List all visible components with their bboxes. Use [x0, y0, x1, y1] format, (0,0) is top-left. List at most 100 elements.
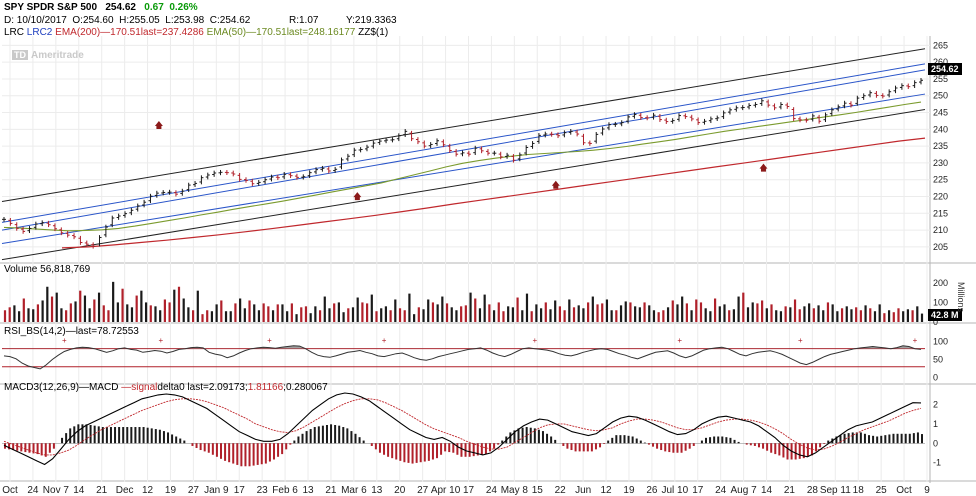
x-tick-label: 19 — [165, 485, 177, 496]
volume-bar — [883, 313, 886, 322]
volume-bar — [629, 302, 632, 322]
volume-bar — [375, 311, 378, 322]
volume-bar — [182, 298, 185, 322]
macd-histogram-bar — [399, 443, 402, 461]
macd-panel-label: MACD3(12,26,9)—MACD —signaldelta0 last=2… — [4, 382, 328, 393]
macd-histogram-bar — [480, 443, 483, 455]
macd-histogram-bar — [309, 429, 312, 444]
rsi-panel-label: RSI_BS(14,2)—last=78.72553 — [4, 326, 139, 337]
volume-bar — [441, 296, 444, 322]
symbol-title: SPY SPDR S&P 500 — [4, 2, 98, 13]
macd-histogram-bar — [456, 443, 459, 455]
x-tick-label: 23 — [257, 485, 269, 496]
macd-histogram-bar — [745, 443, 748, 445]
macd-histogram-bar — [725, 437, 728, 444]
volume-bar — [295, 314, 298, 322]
price-tick-label: 210 — [933, 225, 948, 235]
volume-bar — [652, 310, 656, 322]
volume-bar — [765, 308, 768, 322]
macd-histogram-bar — [61, 437, 64, 444]
volume-unit-label: Millions — [956, 282, 966, 313]
x-tick-label: 26 — [646, 485, 658, 496]
macd-histogram-bar — [749, 443, 752, 446]
volume-bar — [196, 290, 199, 322]
volume-bar — [713, 298, 717, 322]
macd-histogram-bar — [582, 443, 585, 452]
macd-histogram-bar — [815, 443, 818, 452]
volume-bar — [798, 309, 801, 322]
study-legend: LRC LRC2 EMA(200)—170.51last=237.4286 EM… — [4, 27, 389, 38]
macd-histogram-bar — [888, 434, 891, 444]
volume-bar — [262, 303, 265, 322]
volume-bar — [60, 308, 63, 322]
macd-histogram-bar — [623, 435, 626, 444]
x-tick-label: 18 — [853, 485, 865, 496]
volume-bar — [65, 310, 68, 322]
macd-histogram-bar — [52, 443, 55, 449]
macd-histogram-bar — [497, 443, 500, 445]
macd-histogram-bar — [407, 443, 410, 463]
macd-histogram-bar — [142, 427, 145, 444]
macd-histogram-bar — [692, 443, 695, 446]
macd-histogram-bar — [342, 427, 345, 444]
rsi-signal-marker: + — [913, 336, 918, 345]
zigzag-arrow-icon — [353, 192, 362, 201]
x-tick-label: Oct — [2, 485, 18, 496]
macd-histogram-bar — [599, 443, 602, 448]
macd-histogram-bar — [586, 443, 589, 452]
volume-panel-label: Volume 56,818,769 — [4, 264, 91, 275]
volume-bar — [911, 310, 914, 322]
macd-histogram-bar — [704, 437, 707, 444]
macd-histogram-bar — [647, 443, 650, 445]
ema50-line — [3, 101, 922, 232]
macd-histogram-bar — [325, 424, 328, 444]
volume-bar — [243, 308, 246, 322]
macd-histogram-bar — [859, 432, 862, 444]
macd-histogram-bar — [912, 433, 915, 444]
x-tick-label: 21 — [96, 485, 108, 496]
volume-tick-label: 200 — [933, 278, 948, 288]
rsi-signal-marker: + — [677, 336, 682, 345]
macd-histogram-bar — [713, 436, 716, 444]
volume-bar — [516, 297, 519, 322]
macd-histogram-bar — [175, 436, 178, 444]
macd-histogram-bar — [44, 443, 47, 457]
macd-histogram-bar — [786, 443, 789, 460]
x-tick-label: 25 — [876, 485, 888, 496]
zigzag-arrow-icon — [759, 163, 768, 172]
volume-bar — [370, 294, 373, 322]
volume-bar — [234, 303, 237, 322]
legend-lrc2: LRC2 — [26, 27, 53, 38]
volume-bar — [887, 310, 891, 322]
volume-bar — [483, 294, 486, 322]
zigzag-arrow-icon — [551, 180, 560, 189]
volume-bar — [817, 305, 820, 322]
close-readout: C:254.62 — [209, 15, 251, 26]
volume-bar — [74, 301, 77, 322]
volume-bar — [337, 302, 340, 322]
macd-histogram-bar — [16, 443, 19, 451]
macd-histogram-bar — [688, 443, 691, 449]
volume-bar — [742, 292, 745, 322]
price-change: 0.67 — [144, 2, 164, 13]
macd-histogram-bar — [672, 443, 675, 453]
x-tick-label: May 8 — [501, 485, 529, 496]
macd-signal-line — [3, 398, 922, 456]
volume-bar — [36, 304, 40, 322]
volume-bar — [365, 303, 369, 322]
macd-histogram-bar — [199, 443, 202, 451]
macd-histogram-bar — [652, 443, 655, 447]
rsi-signal-marker: + — [798, 336, 803, 345]
macd-histogram-bar — [358, 437, 361, 444]
macd-histogram-bar — [301, 433, 304, 444]
rsi-value: last=78.72553 — [75, 326, 139, 337]
macd-histogram-bar — [717, 436, 720, 444]
macd-histogram-bar — [562, 443, 565, 446]
macd-histogram-bar — [65, 433, 68, 444]
volume-bar — [728, 310, 731, 322]
volume-bar — [107, 310, 110, 322]
volume-bar — [276, 304, 279, 322]
volume-bar — [187, 307, 190, 322]
volume-bar — [102, 305, 105, 322]
volume-bar — [666, 307, 670, 322]
